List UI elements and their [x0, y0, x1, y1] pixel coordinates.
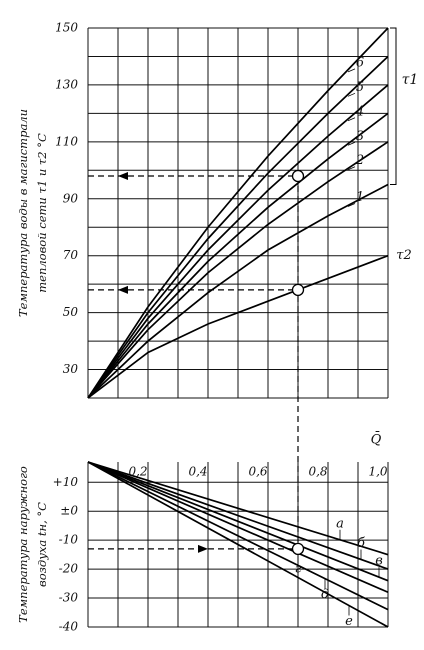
- series-label: 6: [356, 55, 364, 70]
- label-leader: [347, 92, 356, 97]
- guide-arrow: [198, 544, 208, 553]
- data-line: [87, 84, 389, 399]
- operating-point: [291, 542, 305, 555]
- x-tick-label: 0,6: [248, 465, 267, 479]
- series-label: е: [345, 614, 353, 629]
- series-label: 4: [355, 104, 364, 119]
- data-line: [87, 461, 389, 628]
- data-line: [87, 461, 389, 611]
- y-tick-label: -10: [59, 533, 79, 547]
- y-tick-label: 30: [63, 362, 79, 376]
- series-label: 2: [355, 153, 364, 168]
- data-line: [87, 461, 389, 570]
- data-line: [87, 55, 389, 399]
- series-label: а: [336, 516, 344, 531]
- group-label: τ1: [402, 72, 419, 88]
- data-line: [87, 254, 389, 399]
- x-tick-label: 0,4: [188, 465, 207, 479]
- y-tick-label: 110: [55, 134, 78, 148]
- y-tick-label: -30: [59, 591, 79, 605]
- data-line: [87, 461, 389, 556]
- label-leader: [347, 68, 356, 73]
- y-axis-label: Температура воды в магистрали: [16, 109, 30, 317]
- y-tick-label: -20: [59, 562, 79, 576]
- series-label: б: [357, 536, 365, 551]
- label-leader: [347, 203, 356, 207]
- data-line: [87, 461, 389, 594]
- y-tick-label: -40: [59, 620, 79, 634]
- guide-arrow: [118, 285, 128, 294]
- label-leader: [347, 141, 356, 146]
- operating-point: [291, 283, 305, 296]
- series-label: 3: [356, 129, 364, 144]
- guide-arrow: [118, 172, 128, 180]
- y-axis-label: воздуха tн, °С: [35, 502, 49, 587]
- series-label: 5: [356, 80, 364, 95]
- y-tick-label: 90: [63, 191, 79, 205]
- data-line: [87, 112, 389, 399]
- label-leader: [347, 117, 356, 122]
- series-label: 1: [356, 190, 364, 205]
- series-label: г: [295, 562, 302, 577]
- operating-point: [291, 169, 305, 183]
- y-tick-label: 70: [63, 248, 79, 262]
- label-leader: [347, 166, 356, 171]
- data-line: [87, 27, 389, 399]
- y-tick-label: ±0: [60, 504, 78, 518]
- x-tick-label: 1,0: [368, 465, 387, 479]
- data-line: [87, 141, 389, 399]
- y-tick-label: +10: [53, 475, 79, 489]
- series-label: в: [375, 554, 383, 569]
- y-axis-label: Температура наружного: [16, 466, 30, 623]
- data-line: [87, 183, 389, 399]
- x-tick-label: 0,8: [308, 465, 327, 479]
- bracket: [390, 27, 397, 186]
- y-tick-label: 150: [55, 21, 78, 35]
- series-label: д: [321, 587, 329, 602]
- series-label: τ2: [396, 248, 411, 263]
- y-axis-label: тепловой сети τ1 и τ2 °С: [35, 133, 49, 293]
- y-tick-label: 50: [63, 305, 79, 319]
- y-tick-label: 130: [55, 77, 78, 91]
- x-tick-label: 0,2: [128, 465, 147, 479]
- data-line: [87, 461, 389, 582]
- x-axis-label: Q̄: [371, 431, 382, 447]
